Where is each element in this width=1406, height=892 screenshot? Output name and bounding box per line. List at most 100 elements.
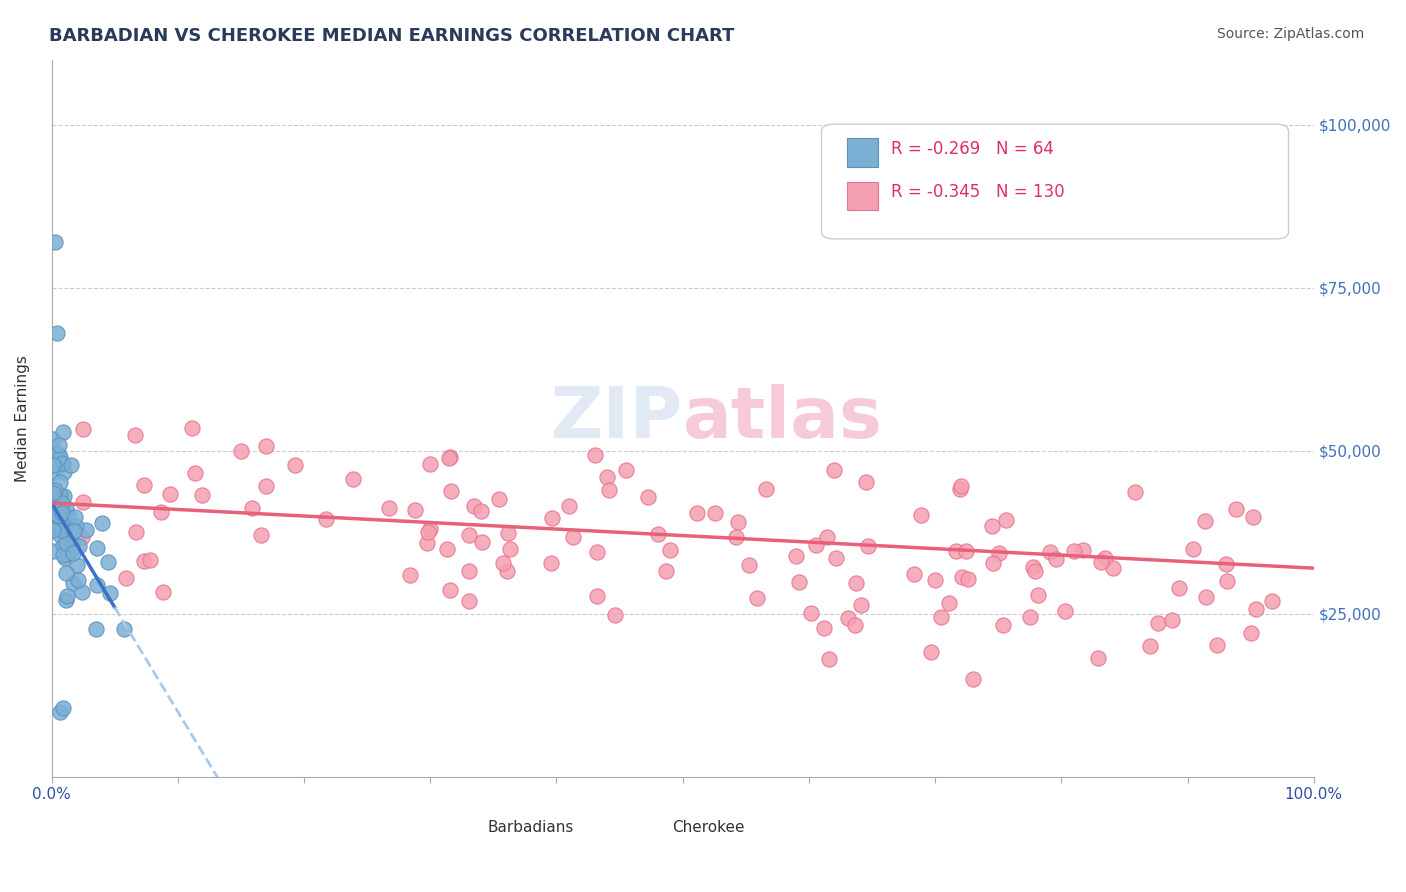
- Point: [598, 483, 620, 497]
- Point: [49, 522, 72, 536]
- Point: [1094, 551, 1116, 566]
- Y-axis label: Median Earnings: Median Earnings: [15, 355, 30, 482]
- Point: [180, 421, 202, 435]
- Point: [42, 523, 65, 537]
- Point: [787, 574, 810, 589]
- Point: [541, 511, 564, 525]
- Point: [957, 572, 980, 586]
- Point: [458, 594, 481, 608]
- Point: [920, 645, 942, 659]
- Point: [51, 523, 73, 537]
- Point: [436, 541, 458, 556]
- Point: [440, 484, 463, 499]
- Point: [585, 589, 607, 603]
- Point: [315, 512, 337, 526]
- Point: [240, 501, 263, 516]
- Point: [1139, 640, 1161, 654]
- Point: [470, 504, 492, 518]
- Text: R = -0.345   N = 130: R = -0.345 N = 130: [891, 183, 1064, 202]
- Point: [1206, 638, 1229, 652]
- Point: [858, 539, 880, 553]
- Point: [1090, 555, 1112, 569]
- Point: [488, 491, 510, 506]
- Point: [603, 607, 626, 622]
- Point: [1215, 557, 1237, 571]
- Point: [583, 448, 606, 462]
- Point: [1071, 543, 1094, 558]
- Point: [44, 483, 66, 497]
- Point: [1063, 544, 1085, 558]
- Point: [844, 618, 866, 632]
- Point: [86, 577, 108, 591]
- Point: [439, 582, 461, 597]
- Point: [59, 458, 82, 473]
- Point: [49, 475, 72, 489]
- Point: [1194, 514, 1216, 528]
- Point: [962, 672, 984, 686]
- Point: [115, 571, 138, 585]
- Point: [1261, 594, 1284, 608]
- Text: Barbadians: Barbadians: [488, 820, 575, 835]
- Point: [150, 505, 173, 519]
- Point: [46, 520, 69, 534]
- Point: [1182, 542, 1205, 557]
- Point: [75, 523, 97, 537]
- Point: [48, 510, 70, 524]
- Point: [63, 524, 86, 538]
- Point: [52, 425, 75, 440]
- Point: [499, 542, 522, 557]
- Point: [727, 515, 749, 529]
- Point: [950, 570, 973, 584]
- Point: [685, 506, 707, 520]
- Point: [991, 618, 1014, 632]
- Point: [42, 544, 65, 558]
- Point: [818, 652, 841, 666]
- Point: [42, 486, 65, 500]
- Point: [152, 585, 174, 599]
- Point: [981, 557, 1004, 571]
- Text: R = -0.269   N = 64: R = -0.269 N = 64: [891, 140, 1053, 158]
- Point: [52, 489, 75, 503]
- Point: [804, 538, 827, 552]
- Point: [837, 611, 859, 625]
- Point: [1168, 581, 1191, 595]
- Point: [53, 465, 76, 479]
- Point: [1225, 502, 1247, 516]
- Point: [52, 538, 75, 552]
- Point: [755, 483, 778, 497]
- Point: [45, 326, 67, 341]
- Point: [738, 558, 761, 573]
- Point: [703, 506, 725, 520]
- Point: [86, 622, 108, 636]
- Point: [91, 516, 114, 530]
- Point: [56, 547, 79, 561]
- Point: [647, 526, 669, 541]
- Point: [65, 518, 87, 533]
- Point: [72, 584, 94, 599]
- Point: [825, 550, 848, 565]
- Point: [62, 576, 84, 591]
- Point: [596, 470, 619, 484]
- Text: atlas: atlas: [683, 384, 883, 453]
- Point: [52, 458, 75, 472]
- Point: [938, 596, 960, 610]
- Point: [419, 522, 441, 536]
- Point: [51, 456, 73, 470]
- Point: [53, 520, 76, 534]
- Point: [52, 701, 75, 715]
- Point: [980, 519, 1002, 533]
- Point: [58, 509, 80, 524]
- Point: [1026, 588, 1049, 602]
- Point: [378, 500, 401, 515]
- Point: [42, 506, 65, 520]
- Point: [418, 525, 440, 540]
- Text: BARBADIAN VS CHEROKEE MEDIAN EARNINGS CORRELATION CHART: BARBADIAN VS CHEROKEE MEDIAN EARNINGS CO…: [49, 27, 734, 45]
- Text: Cherokee: Cherokee: [672, 820, 744, 835]
- Point: [125, 525, 148, 540]
- Point: [496, 525, 519, 540]
- Point: [51, 496, 73, 510]
- Point: [1241, 510, 1264, 524]
- Point: [416, 536, 439, 550]
- Point: [42, 458, 65, 472]
- Point: [1123, 485, 1146, 500]
